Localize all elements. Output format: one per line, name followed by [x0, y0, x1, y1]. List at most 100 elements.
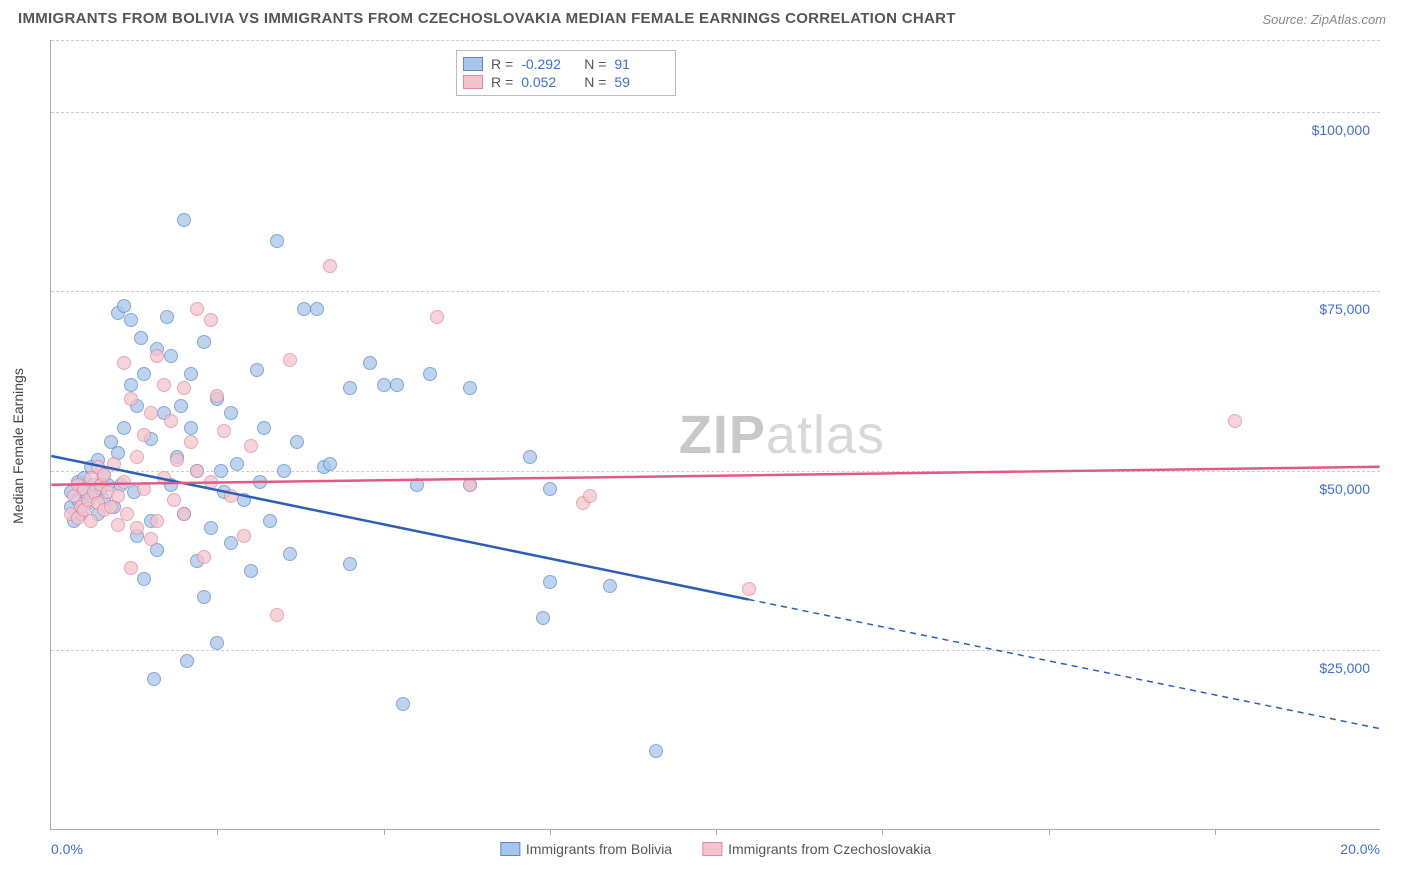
series-name-czech: Immigrants from Czechoslovakia: [728, 841, 931, 857]
data-point: [210, 636, 224, 650]
data-point: [144, 406, 158, 420]
n-label: N =: [584, 56, 606, 72]
data-point: [117, 421, 131, 435]
x-tick: [716, 829, 717, 835]
data-point: [164, 414, 178, 428]
data-point: [1228, 414, 1242, 428]
data-point: [323, 259, 337, 273]
data-point: [343, 557, 357, 571]
data-point: [583, 489, 597, 503]
data-point: [343, 381, 357, 395]
data-point: [147, 672, 161, 686]
data-point: [250, 363, 264, 377]
data-point: [543, 482, 557, 496]
chart-plot-area: ZIPatlas $25,000$50,000$75,000$100,000 0…: [50, 40, 1380, 830]
gridline: [51, 112, 1380, 113]
data-point: [167, 493, 181, 507]
gridline: [51, 471, 1380, 472]
x-tick: [1049, 829, 1050, 835]
data-point: [144, 532, 158, 546]
data-point: [257, 421, 271, 435]
n-label: N =: [584, 74, 606, 90]
chart-title: IMMIGRANTS FROM BOLIVIA VS IMMIGRANTS FR…: [18, 10, 956, 27]
data-point: [742, 582, 756, 596]
data-point: [197, 335, 211, 349]
data-point: [164, 349, 178, 363]
data-point: [323, 457, 337, 471]
data-point: [410, 478, 424, 492]
swatch-czech: [702, 842, 722, 856]
x-axis-min-label: 0.0%: [51, 841, 83, 857]
data-point: [270, 234, 284, 248]
x-tick: [1215, 829, 1216, 835]
data-point: [204, 313, 218, 327]
x-axis-max-label: 20.0%: [1340, 841, 1380, 857]
data-point: [170, 453, 184, 467]
data-point: [204, 475, 218, 489]
data-point: [124, 378, 138, 392]
watermark-bold: ZIP: [679, 405, 766, 465]
data-point: [97, 468, 111, 482]
stats-row-czech: R = 0.052 N = 59: [463, 73, 669, 91]
data-point: [160, 310, 174, 324]
data-point: [190, 464, 204, 478]
data-point: [536, 611, 550, 625]
data-point: [124, 392, 138, 406]
data-point: [224, 489, 238, 503]
data-point: [523, 450, 537, 464]
data-point: [377, 378, 391, 392]
swatch-bolivia: [500, 842, 520, 856]
data-point: [214, 464, 228, 478]
data-point: [117, 475, 131, 489]
stats-legend: R = -0.292 N = 91 R = 0.052 N = 59: [456, 50, 676, 96]
data-point: [157, 378, 171, 392]
data-point: [244, 439, 258, 453]
gridline: [51, 650, 1380, 651]
data-point: [224, 536, 238, 550]
source-attribution: Source: ZipAtlas.com: [1262, 12, 1386, 27]
data-point: [237, 493, 251, 507]
data-point: [283, 353, 297, 367]
data-point: [430, 310, 444, 324]
data-point: [117, 356, 131, 370]
data-point: [184, 421, 198, 435]
data-point: [290, 435, 304, 449]
data-point: [117, 299, 131, 313]
series-name-bolivia: Immigrants from Bolivia: [526, 841, 672, 857]
data-point: [150, 349, 164, 363]
y-tick-label: $25,000: [1319, 660, 1370, 676]
data-point: [84, 514, 98, 528]
y-axis-title: Median Female Earnings: [10, 368, 26, 524]
data-point: [111, 489, 125, 503]
data-point: [204, 521, 218, 535]
trend-lines: [51, 40, 1380, 829]
data-point: [180, 654, 194, 668]
x-tick: [550, 829, 551, 835]
data-point: [174, 399, 188, 413]
data-point: [124, 313, 138, 327]
y-tick-label: $75,000: [1319, 301, 1370, 317]
data-point: [197, 550, 211, 564]
data-point: [190, 302, 204, 316]
data-point: [177, 507, 191, 521]
data-point: [649, 744, 663, 758]
data-point: [210, 389, 224, 403]
data-point: [137, 482, 151, 496]
data-point: [237, 529, 251, 543]
data-point: [130, 450, 144, 464]
swatch-czech: [463, 75, 483, 89]
data-point: [137, 572, 151, 586]
r-value-czech: 0.052: [521, 74, 576, 90]
n-value-bolivia: 91: [614, 56, 669, 72]
data-point: [111, 518, 125, 532]
data-point: [150, 514, 164, 528]
data-point: [270, 608, 284, 622]
stats-row-bolivia: R = -0.292 N = 91: [463, 55, 669, 73]
data-point: [423, 367, 437, 381]
data-point: [137, 367, 151, 381]
data-point: [134, 331, 148, 345]
watermark-rest: atlas: [766, 405, 885, 465]
data-point: [177, 213, 191, 227]
series-legend: Immigrants from Bolivia Immigrants from …: [500, 841, 931, 857]
data-point: [253, 475, 267, 489]
